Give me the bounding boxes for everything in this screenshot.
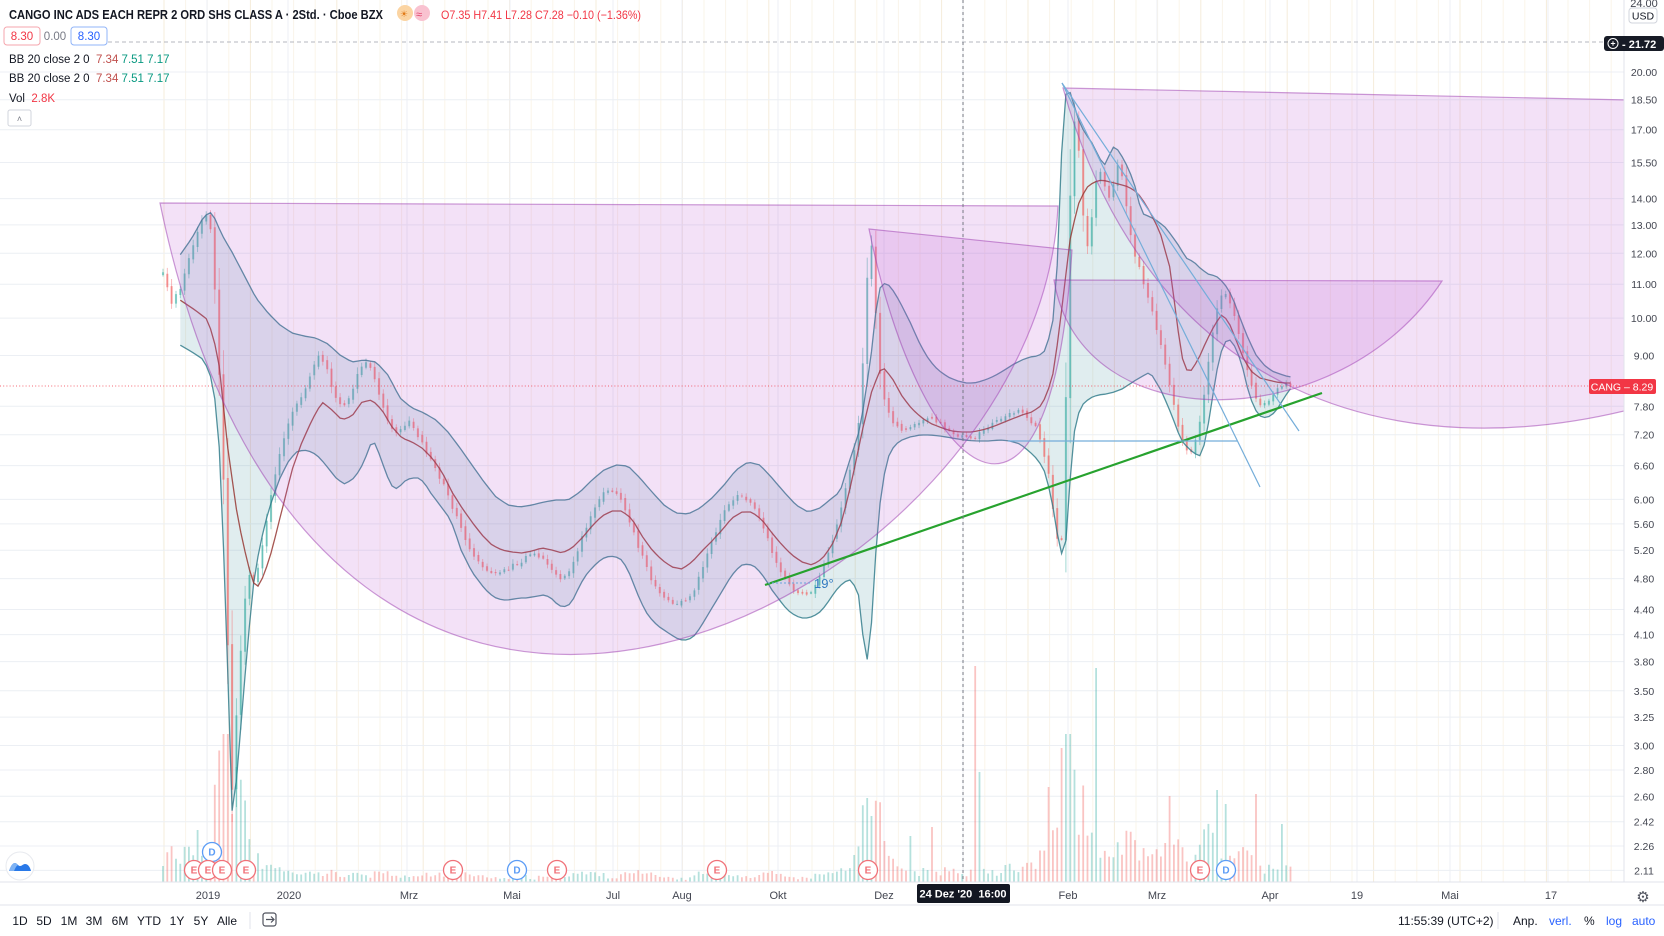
svg-text:15.50: 15.50 [1631, 158, 1657, 170]
svg-text:0.00: 0.00 [44, 31, 66, 43]
svg-text:3.50: 3.50 [1634, 686, 1655, 698]
svg-text:USD: USD [1632, 11, 1655, 23]
svg-text:E: E [243, 866, 250, 877]
svg-text:E: E [205, 866, 212, 877]
svg-text:10.00: 10.00 [1631, 313, 1657, 325]
svg-text:5.20: 5.20 [1634, 545, 1655, 557]
svg-text:Alle: Alle [217, 914, 237, 928]
svg-text:7.20: 7.20 [1634, 430, 1655, 442]
svg-text:3.80: 3.80 [1634, 657, 1655, 669]
svg-text:D: D [1222, 866, 1229, 877]
svg-text:YTD: YTD [137, 914, 161, 928]
svg-text:☀: ☀ [400, 9, 408, 19]
svg-text:Feb: Feb [1059, 890, 1078, 902]
svg-text:2020: 2020 [277, 890, 301, 902]
svg-text:verl.: verl. [1549, 914, 1572, 928]
svg-text:Vol 2.8K: Vol 2.8K [9, 93, 55, 105]
svg-text:19°: 19° [814, 576, 834, 591]
svg-text:4.40: 4.40 [1634, 605, 1655, 617]
svg-text:2.42: 2.42 [1634, 817, 1655, 829]
svg-text:Mai: Mai [503, 890, 521, 902]
svg-text:BB 20 close 2 0 7.34 7.51 7.1: BB 20 close 2 0 7.34 7.51 7.17 [9, 73, 170, 85]
svg-text:⚙: ⚙ [1636, 889, 1649, 906]
svg-text:2.80: 2.80 [1634, 765, 1655, 777]
svg-text:2019: 2019 [196, 890, 220, 902]
svg-text:D: D [513, 866, 520, 877]
svg-text:1M: 1M [61, 914, 78, 928]
svg-text:7.80: 7.80 [1634, 401, 1655, 413]
svg-text:11.00: 11.00 [1631, 279, 1657, 291]
svg-text:%: % [1584, 914, 1595, 928]
svg-text:Mrz: Mrz [1148, 890, 1166, 902]
svg-text:Anp.: Anp. [1513, 914, 1538, 928]
svg-text:3.00: 3.00 [1634, 741, 1655, 753]
svg-text:Mai: Mai [1441, 890, 1459, 902]
svg-text:CANGO INC ADS EACH REPR 2 ORD: CANGO INC ADS EACH REPR 2 ORD SHS CLASS … [9, 7, 383, 22]
svg-text:1D: 1D [12, 914, 28, 928]
svg-text:Jul: Jul [606, 890, 620, 902]
svg-text:Apr: Apr [1261, 890, 1278, 902]
svg-text:24.00: 24.00 [1630, 0, 1658, 10]
svg-text:4.10: 4.10 [1634, 630, 1655, 642]
svg-text:auto: auto [1632, 914, 1656, 928]
svg-text:20.00: 20.00 [1631, 67, 1657, 79]
svg-text:O7.35 H7.41 L7.28 C7.28 −0.10: O7.35 H7.41 L7.28 C7.28 −0.10 (−1.36%) [441, 8, 641, 22]
svg-text:˄: ˄ [17, 114, 22, 124]
svg-text:8.30: 8.30 [11, 31, 33, 43]
svg-text:2.60: 2.60 [1634, 791, 1655, 803]
svg-text:4.80: 4.80 [1634, 574, 1655, 586]
svg-text:6.00: 6.00 [1634, 494, 1655, 506]
svg-text:9.00: 9.00 [1634, 351, 1655, 363]
svg-text:11:55:39 (UTC+2): 11:55:39 (UTC+2) [1398, 914, 1494, 928]
svg-text:17: 17 [1545, 890, 1557, 902]
svg-text:5D: 5D [36, 914, 52, 928]
svg-text:Dez: Dez [874, 890, 894, 902]
svg-text:24 Dez '20 16:00: 24 Dez '20 16:00 [919, 889, 1006, 901]
svg-text:12.00: 12.00 [1631, 248, 1657, 260]
svg-text:13.00: 13.00 [1631, 220, 1657, 232]
svg-text:6.60: 6.60 [1634, 461, 1655, 473]
svg-text:8.30: 8.30 [78, 31, 100, 43]
svg-text:14.00: 14.00 [1631, 194, 1657, 206]
svg-text:- 21.72: - 21.72 [1622, 39, 1656, 51]
svg-text:3M: 3M [86, 914, 103, 928]
svg-text:18.50: 18.50 [1631, 95, 1657, 107]
svg-text:E: E [1197, 866, 1204, 877]
svg-text:17.00: 17.00 [1631, 125, 1657, 137]
svg-text:5Y: 5Y [194, 914, 209, 928]
svg-text:1Y: 1Y [170, 914, 185, 928]
svg-text:E: E [219, 866, 226, 877]
svg-text:E: E [450, 866, 457, 877]
svg-text:2.26: 2.26 [1634, 841, 1655, 853]
svg-text:E: E [554, 866, 561, 877]
svg-text:Okt: Okt [769, 890, 786, 902]
svg-text:CANG – 8.29: CANG – 8.29 [1591, 382, 1654, 394]
svg-text:D: D [208, 848, 215, 859]
svg-text:log: log [1606, 914, 1622, 928]
svg-text:E: E [714, 866, 721, 877]
svg-text:3.25: 3.25 [1634, 712, 1655, 724]
svg-text:E: E [865, 866, 872, 877]
svg-text:5.60: 5.60 [1634, 519, 1655, 531]
svg-text:E: E [191, 866, 198, 877]
svg-text:Aug: Aug [672, 890, 692, 902]
svg-text:BB 20 close 2 0 7.34 7.51 7.1: BB 20 close 2 0 7.34 7.51 7.17 [9, 54, 170, 66]
svg-text:19: 19 [1351, 890, 1363, 902]
svg-text:≈: ≈ [416, 9, 422, 21]
svg-text:6M: 6M [112, 914, 129, 928]
svg-text:2.11: 2.11 [1634, 865, 1654, 877]
svg-text:Mrz: Mrz [400, 890, 418, 902]
